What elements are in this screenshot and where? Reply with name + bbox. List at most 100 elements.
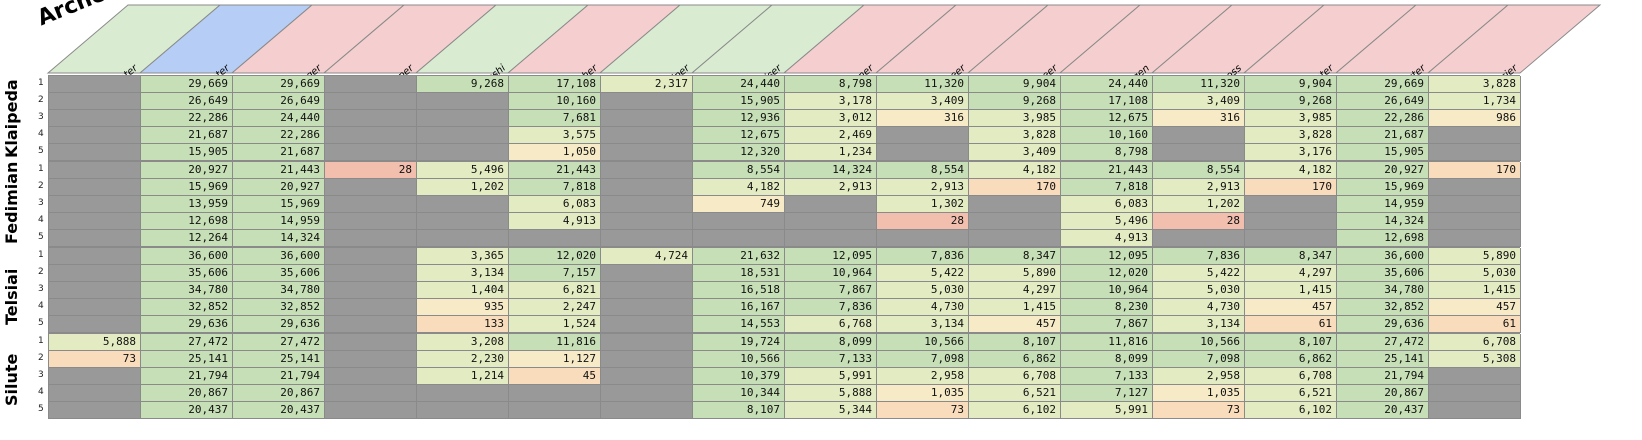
table-cell[interactable]: 21,443 — [1061, 162, 1153, 179]
table-cell[interactable] — [1429, 144, 1521, 161]
table-cell[interactable] — [1245, 230, 1337, 247]
table-cell[interactable]: 5,890 — [1429, 248, 1521, 265]
table-cell[interactable]: 28 — [1153, 213, 1245, 230]
table-cell[interactable]: 1,127 — [509, 351, 601, 368]
table-cell[interactable] — [601, 282, 693, 299]
table-cell[interactable] — [785, 230, 877, 247]
table-cell[interactable]: 8,107 — [693, 402, 785, 419]
table-cell[interactable] — [417, 196, 509, 213]
table-cell[interactable]: 5,308 — [1429, 351, 1521, 368]
table-cell[interactable]: 12,698 — [1337, 230, 1429, 247]
table-cell[interactable] — [601, 127, 693, 144]
table-cell[interactable] — [601, 316, 693, 333]
table-cell[interactable] — [969, 213, 1061, 230]
table-cell[interactable]: 8,230 — [1061, 299, 1153, 316]
table-cell[interactable] — [509, 385, 601, 402]
table-cell[interactable] — [49, 282, 141, 299]
table-cell[interactable]: 29,636 — [141, 316, 233, 333]
table-cell[interactable] — [969, 230, 1061, 247]
table-cell[interactable]: 45 — [509, 368, 601, 385]
table-cell[interactable]: 1,415 — [969, 299, 1061, 316]
table-cell[interactable]: 4,730 — [877, 299, 969, 316]
table-cell[interactable]: 10,964 — [1061, 282, 1153, 299]
table-cell[interactable]: 3,178 — [785, 93, 877, 110]
table-cell[interactable] — [325, 299, 417, 316]
table-cell[interactable]: 12,020 — [1061, 265, 1153, 282]
table-cell[interactable]: 1,404 — [417, 282, 509, 299]
table-cell[interactable]: 2,958 — [1153, 368, 1245, 385]
table-cell[interactable]: 6,102 — [1245, 402, 1337, 419]
table-cell[interactable]: 21,687 — [233, 144, 325, 161]
table-cell[interactable] — [325, 196, 417, 213]
table-cell[interactable]: 316 — [1153, 110, 1245, 127]
table-cell[interactable] — [49, 316, 141, 333]
table-cell[interactable]: 8,554 — [877, 162, 969, 179]
table-cell[interactable]: 14,324 — [1337, 213, 1429, 230]
table-cell[interactable]: 29,669 — [1337, 76, 1429, 93]
table-cell[interactable]: 6,708 — [969, 368, 1061, 385]
table-cell[interactable]: 1,734 — [1429, 93, 1521, 110]
table-cell[interactable]: 7,098 — [877, 351, 969, 368]
table-cell[interactable]: 9,268 — [969, 93, 1061, 110]
table-cell[interactable] — [601, 402, 693, 419]
table-cell[interactable]: 14,324 — [233, 230, 325, 247]
table-cell[interactable]: 5,030 — [1429, 265, 1521, 282]
table-cell[interactable]: 20,927 — [141, 162, 233, 179]
table-cell[interactable]: 29,636 — [233, 316, 325, 333]
table-cell[interactable]: 22,286 — [141, 110, 233, 127]
table-cell[interactable]: 20,437 — [233, 402, 325, 419]
table-cell[interactable]: 7,157 — [509, 265, 601, 282]
table-cell[interactable]: 27,472 — [233, 334, 325, 351]
table-cell[interactable]: 21,794 — [1337, 368, 1429, 385]
table-cell[interactable]: 34,780 — [1337, 282, 1429, 299]
table-cell[interactable]: 5,030 — [1153, 282, 1245, 299]
table-cell[interactable]: 3,365 — [417, 248, 509, 265]
table-cell[interactable] — [49, 110, 141, 127]
table-cell[interactable]: 14,553 — [693, 316, 785, 333]
table-cell[interactable]: 935 — [417, 299, 509, 316]
table-cell[interactable]: 25,141 — [1337, 351, 1429, 368]
table-cell[interactable]: 24,440 — [1061, 76, 1153, 93]
table-cell[interactable]: 21,794 — [233, 368, 325, 385]
table-cell[interactable] — [325, 368, 417, 385]
table-cell[interactable] — [785, 196, 877, 213]
table-cell[interactable]: 10,566 — [1153, 334, 1245, 351]
table-cell[interactable]: 15,969 — [1337, 179, 1429, 196]
table-cell[interactable]: 170 — [1429, 162, 1521, 179]
table-cell[interactable]: 24,440 — [233, 110, 325, 127]
table-cell[interactable]: 20,437 — [141, 402, 233, 419]
table-cell[interactable]: 5,888 — [785, 385, 877, 402]
table-cell[interactable] — [325, 179, 417, 196]
table-cell[interactable] — [601, 162, 693, 179]
table-cell[interactable]: 3,828 — [969, 127, 1061, 144]
table-cell[interactable] — [49, 213, 141, 230]
table-cell[interactable]: 6,083 — [1061, 196, 1153, 213]
table-cell[interactable]: 15,905 — [141, 144, 233, 161]
table-cell[interactable]: 10,160 — [1061, 127, 1153, 144]
table-cell[interactable]: 28 — [325, 162, 417, 179]
table-cell[interactable]: 8,798 — [785, 76, 877, 93]
table-cell[interactable] — [1429, 402, 1521, 419]
table-cell[interactable]: 2,913 — [785, 179, 877, 196]
table-cell[interactable] — [1429, 196, 1521, 213]
table-cell[interactable]: 1,415 — [1429, 282, 1521, 299]
table-cell[interactable]: 15,969 — [141, 179, 233, 196]
table-cell[interactable]: 73 — [49, 351, 141, 368]
table-cell[interactable] — [509, 230, 601, 247]
table-cell[interactable]: 3,134 — [877, 316, 969, 333]
table-cell[interactable]: 8,347 — [969, 248, 1061, 265]
table-cell[interactable]: 3,409 — [1153, 93, 1245, 110]
table-cell[interactable] — [1429, 385, 1521, 402]
table-cell[interactable]: 14,959 — [233, 213, 325, 230]
table-cell[interactable]: 170 — [1245, 179, 1337, 196]
table-cell[interactable]: 21,632 — [693, 248, 785, 265]
table-cell[interactable] — [325, 351, 417, 368]
table-cell[interactable] — [417, 385, 509, 402]
table-cell[interactable]: 26,649 — [1337, 93, 1429, 110]
table-cell[interactable]: 8,107 — [969, 334, 1061, 351]
table-cell[interactable] — [601, 144, 693, 161]
table-cell[interactable] — [49, 265, 141, 282]
table-cell[interactable]: 29,669 — [233, 76, 325, 93]
table-cell[interactable]: 2,958 — [877, 368, 969, 385]
table-cell[interactable] — [325, 248, 417, 265]
